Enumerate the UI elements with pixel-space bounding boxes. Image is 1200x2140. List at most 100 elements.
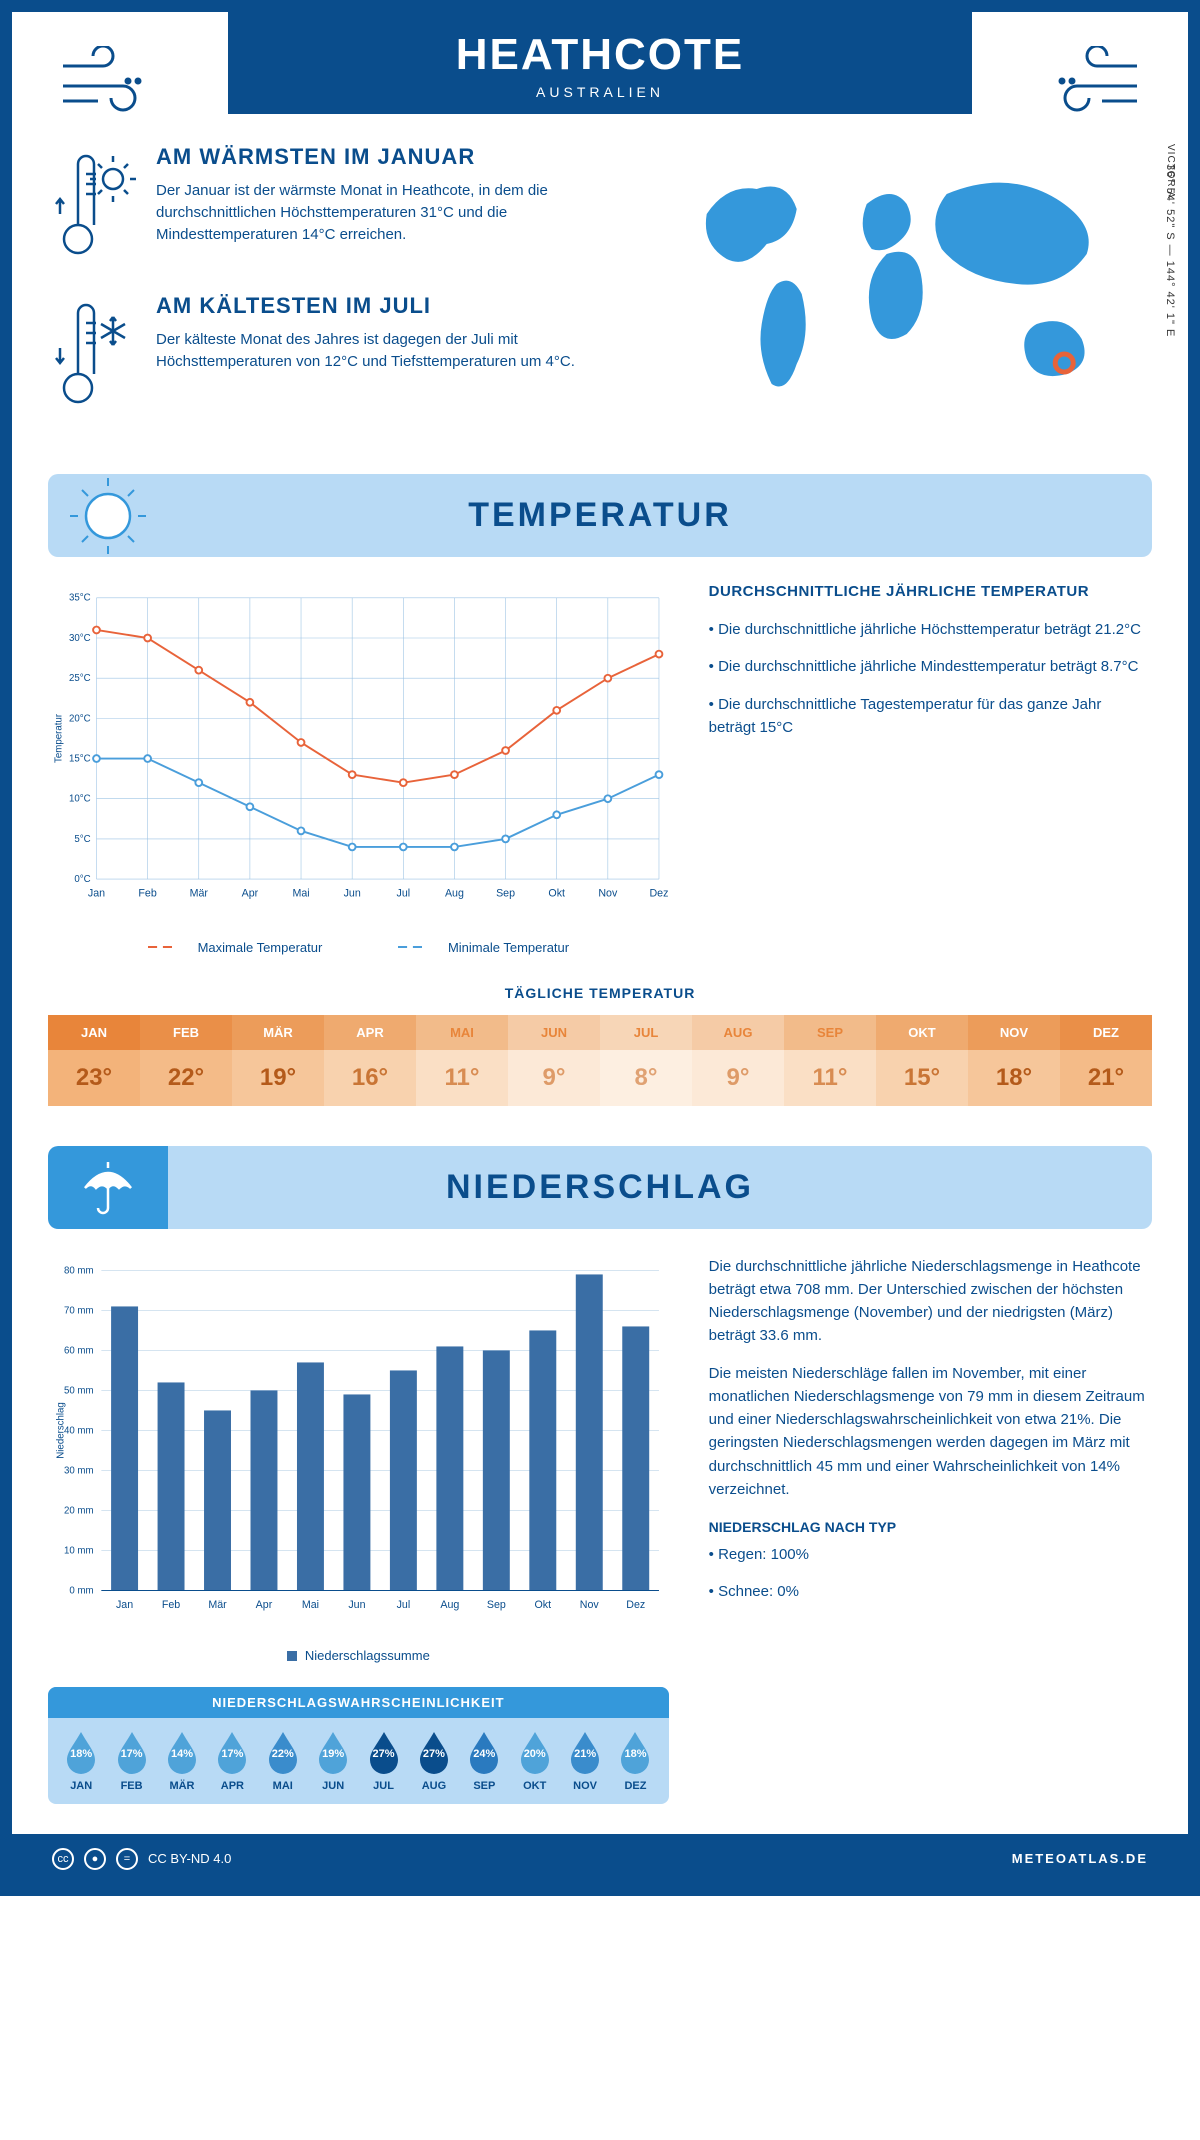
probability-cell: 17% FEB (106, 1730, 156, 1792)
coldest-title: AM KÄLTESTEN IM JULI (156, 293, 611, 319)
temp-month-cell: MÄR 19° (232, 1015, 324, 1106)
temp-month-cell: NOV 18° (968, 1015, 1060, 1106)
svg-text:Mai: Mai (302, 1598, 319, 1610)
svg-text:Okt: Okt (548, 888, 565, 900)
precip-legend-label: Niederschlagssumme (305, 1648, 430, 1663)
svg-text:Sep: Sep (496, 888, 515, 900)
probability-cell: 19% JUN (308, 1730, 358, 1792)
svg-text:Jul: Jul (396, 888, 410, 900)
temp-month-cell: JUL 8° (600, 1015, 692, 1106)
footer: cc ● = CC BY-ND 4.0 METEOATLAS.DE (12, 1834, 1188, 1884)
svg-text:Jun: Jun (344, 888, 361, 900)
temp-bullet-1: • Die durchschnittliche jährliche Höchst… (709, 618, 1152, 641)
svg-text:Mär: Mär (190, 888, 209, 900)
legend-min-label: Minimale Temperatur (448, 940, 569, 955)
temp-bullet-2: • Die durchschnittliche jährliche Mindes… (709, 655, 1152, 678)
license-block: cc ● = CC BY-ND 4.0 (52, 1848, 231, 1870)
precipitation-bar-chart: 0 mm10 mm20 mm30 mm40 mm50 mm60 mm70 mm8… (48, 1255, 669, 1635)
svg-text:25°C: 25°C (69, 673, 91, 684)
svg-text:Aug: Aug (440, 1598, 459, 1610)
temp-side-title: DURCHSCHNITTLICHE JÄHRLICHE TEMPERATUR (709, 583, 1152, 600)
precipitation-header: NIEDERSCHLAG (48, 1146, 1152, 1229)
coldest-block: AM KÄLTESTEN IM JULI Der kälteste Monat … (48, 293, 611, 418)
legend-max-label: Maximale Temperatur (198, 940, 323, 955)
svg-text:Okt: Okt (535, 1598, 552, 1610)
temp-bullet-3: • Die durchschnittliche Tagestemperatur … (709, 693, 1152, 740)
intro-section: AM WÄRMSTEN IM JANUAR Der Januar ist der… (48, 144, 1152, 444)
temp-month-cell: JUN 9° (508, 1015, 600, 1106)
svg-text:Feb: Feb (162, 1598, 180, 1610)
svg-text:20°C: 20°C (69, 713, 91, 724)
temp-month-cell: MAI 11° (416, 1015, 508, 1106)
sun-icon (48, 474, 168, 557)
svg-text:0 mm: 0 mm (69, 1585, 93, 1596)
svg-text:20 mm: 20 mm (64, 1505, 94, 1516)
page-container: HEATHCOTE AUSTRALIEN AM WÄRMSTEN IM JANU… (0, 0, 1200, 1896)
svg-text:Jun: Jun (348, 1598, 365, 1610)
umbrella-icon (48, 1146, 168, 1229)
temp-month-cell: SEP 11° (784, 1015, 876, 1106)
svg-text:Nov: Nov (598, 888, 618, 900)
probability-cell: 18% DEZ (610, 1730, 660, 1792)
probability-cell: 24% SEP (459, 1730, 509, 1792)
probability-title: NIEDERSCHLAGSWAHRSCHEINLICHKEIT (48, 1687, 669, 1718)
svg-text:80 mm: 80 mm (64, 1265, 94, 1276)
coordinates-label: 36° 54' 52" S — 144° 42' 1" E (1164, 164, 1176, 337)
probability-box: NIEDERSCHLAGSWAHRSCHEINLICHKEIT 18% JAN … (48, 1687, 669, 1804)
world-map (641, 144, 1152, 444)
svg-text:Mär: Mär (208, 1598, 227, 1610)
temp-month-cell: DEZ 21° (1060, 1015, 1152, 1106)
svg-text:Mai: Mai (292, 888, 309, 900)
site-name: METEOATLAS.DE (1012, 1851, 1148, 1866)
probability-cell: 14% MÄR (157, 1730, 207, 1792)
page-title: HEATHCOTE (228, 30, 972, 80)
svg-text:Jul: Jul (397, 1598, 411, 1610)
svg-text:40 mm: 40 mm (64, 1425, 94, 1436)
thermometer-snow-icon (48, 293, 138, 418)
warmest-title: AM WÄRMSTEN IM JANUAR (156, 144, 611, 170)
svg-text:35°C: 35°C (69, 593, 91, 604)
license-text: CC BY-ND 4.0 (148, 1851, 231, 1866)
svg-text:Dez: Dez (649, 888, 668, 900)
temperature-header: TEMPERATUR (48, 474, 1152, 557)
precip-p1: Die durchschnittliche jährliche Niedersc… (709, 1255, 1152, 1348)
temp-month-cell: FEB 22° (140, 1015, 232, 1106)
svg-text:30 mm: 30 mm (64, 1465, 94, 1476)
header-banner: HEATHCOTE AUSTRALIEN (228, 12, 972, 114)
precipitation-heading: NIEDERSCHLAG (48, 1168, 1152, 1207)
wind-icon (1042, 46, 1142, 116)
svg-text:Aug: Aug (445, 888, 464, 900)
temperature-legend: Maximale Temperatur Minimale Temperatur (48, 936, 669, 955)
probability-cell: 27% AUG (409, 1730, 459, 1792)
temperature-heading: TEMPERATUR (48, 496, 1152, 535)
wind-icon (58, 46, 158, 116)
svg-text:Apr: Apr (242, 888, 259, 900)
nd-icon: = (116, 1848, 138, 1870)
svg-text:10°C: 10°C (69, 794, 91, 805)
svg-text:Apr: Apr (256, 1598, 273, 1610)
daily-temp-title: TÄGLICHE TEMPERATUR (48, 985, 1152, 1001)
temp-month-cell: JAN 23° (48, 1015, 140, 1106)
daily-temperature-table: JAN 23° FEB 22° MÄR 19° APR 16° MAI 11° … (48, 1015, 1152, 1106)
precipitation-legend: Niederschlagssumme (48, 1648, 669, 1663)
precip-p2: Die meisten Niederschläge fallen im Nove… (709, 1362, 1152, 1502)
svg-text:Dez: Dez (626, 1598, 645, 1610)
temp-month-cell: AUG 9° (692, 1015, 784, 1106)
svg-text:50 mm: 50 mm (64, 1385, 94, 1396)
svg-text:60 mm: 60 mm (64, 1345, 94, 1356)
temperature-line-chart: 0°C5°C10°C15°C20°C25°C30°C35°CJanFebMärA… (48, 583, 669, 923)
warmest-text: Der Januar ist der wärmste Monat in Heat… (156, 180, 611, 245)
svg-text:Feb: Feb (138, 888, 156, 900)
probability-cell: 27% JUL (358, 1730, 408, 1792)
cc-icon: cc (52, 1848, 74, 1870)
svg-text:30°C: 30°C (69, 633, 91, 644)
svg-text:Sep: Sep (487, 1598, 506, 1610)
temp-month-cell: APR 16° (324, 1015, 416, 1106)
precip-type-1: • Regen: 100% (709, 1543, 1152, 1566)
probability-cell: 20% OKT (510, 1730, 560, 1792)
svg-text:Jan: Jan (88, 888, 105, 900)
probability-cell: 18% JAN (56, 1730, 106, 1792)
precip-type-2: • Schnee: 0% (709, 1580, 1152, 1603)
svg-text:5°C: 5°C (74, 834, 90, 845)
thermometer-sun-icon (48, 144, 138, 269)
